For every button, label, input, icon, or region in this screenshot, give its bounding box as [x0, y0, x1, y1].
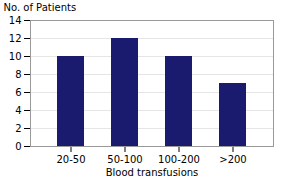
svg-text:Blood transfusions: Blood transfusions: [106, 167, 199, 178]
svg-text:No. of Patients: No. of Patients: [4, 2, 77, 13]
svg-text:12: 12: [9, 33, 22, 44]
svg-text:4: 4: [15, 105, 21, 116]
svg-text:50-100: 50-100: [107, 154, 142, 165]
svg-text:0: 0: [15, 141, 21, 152]
svg-text:14: 14: [9, 15, 22, 26]
svg-text:2: 2: [15, 123, 21, 134]
svg-text:>200: >200: [219, 154, 246, 165]
svg-text:100-200: 100-200: [158, 154, 200, 165]
svg-text:10: 10: [9, 51, 22, 62]
svg-text:20-50: 20-50: [56, 154, 85, 165]
svg-text:8: 8: [15, 69, 21, 80]
svg-text:6: 6: [15, 87, 21, 98]
